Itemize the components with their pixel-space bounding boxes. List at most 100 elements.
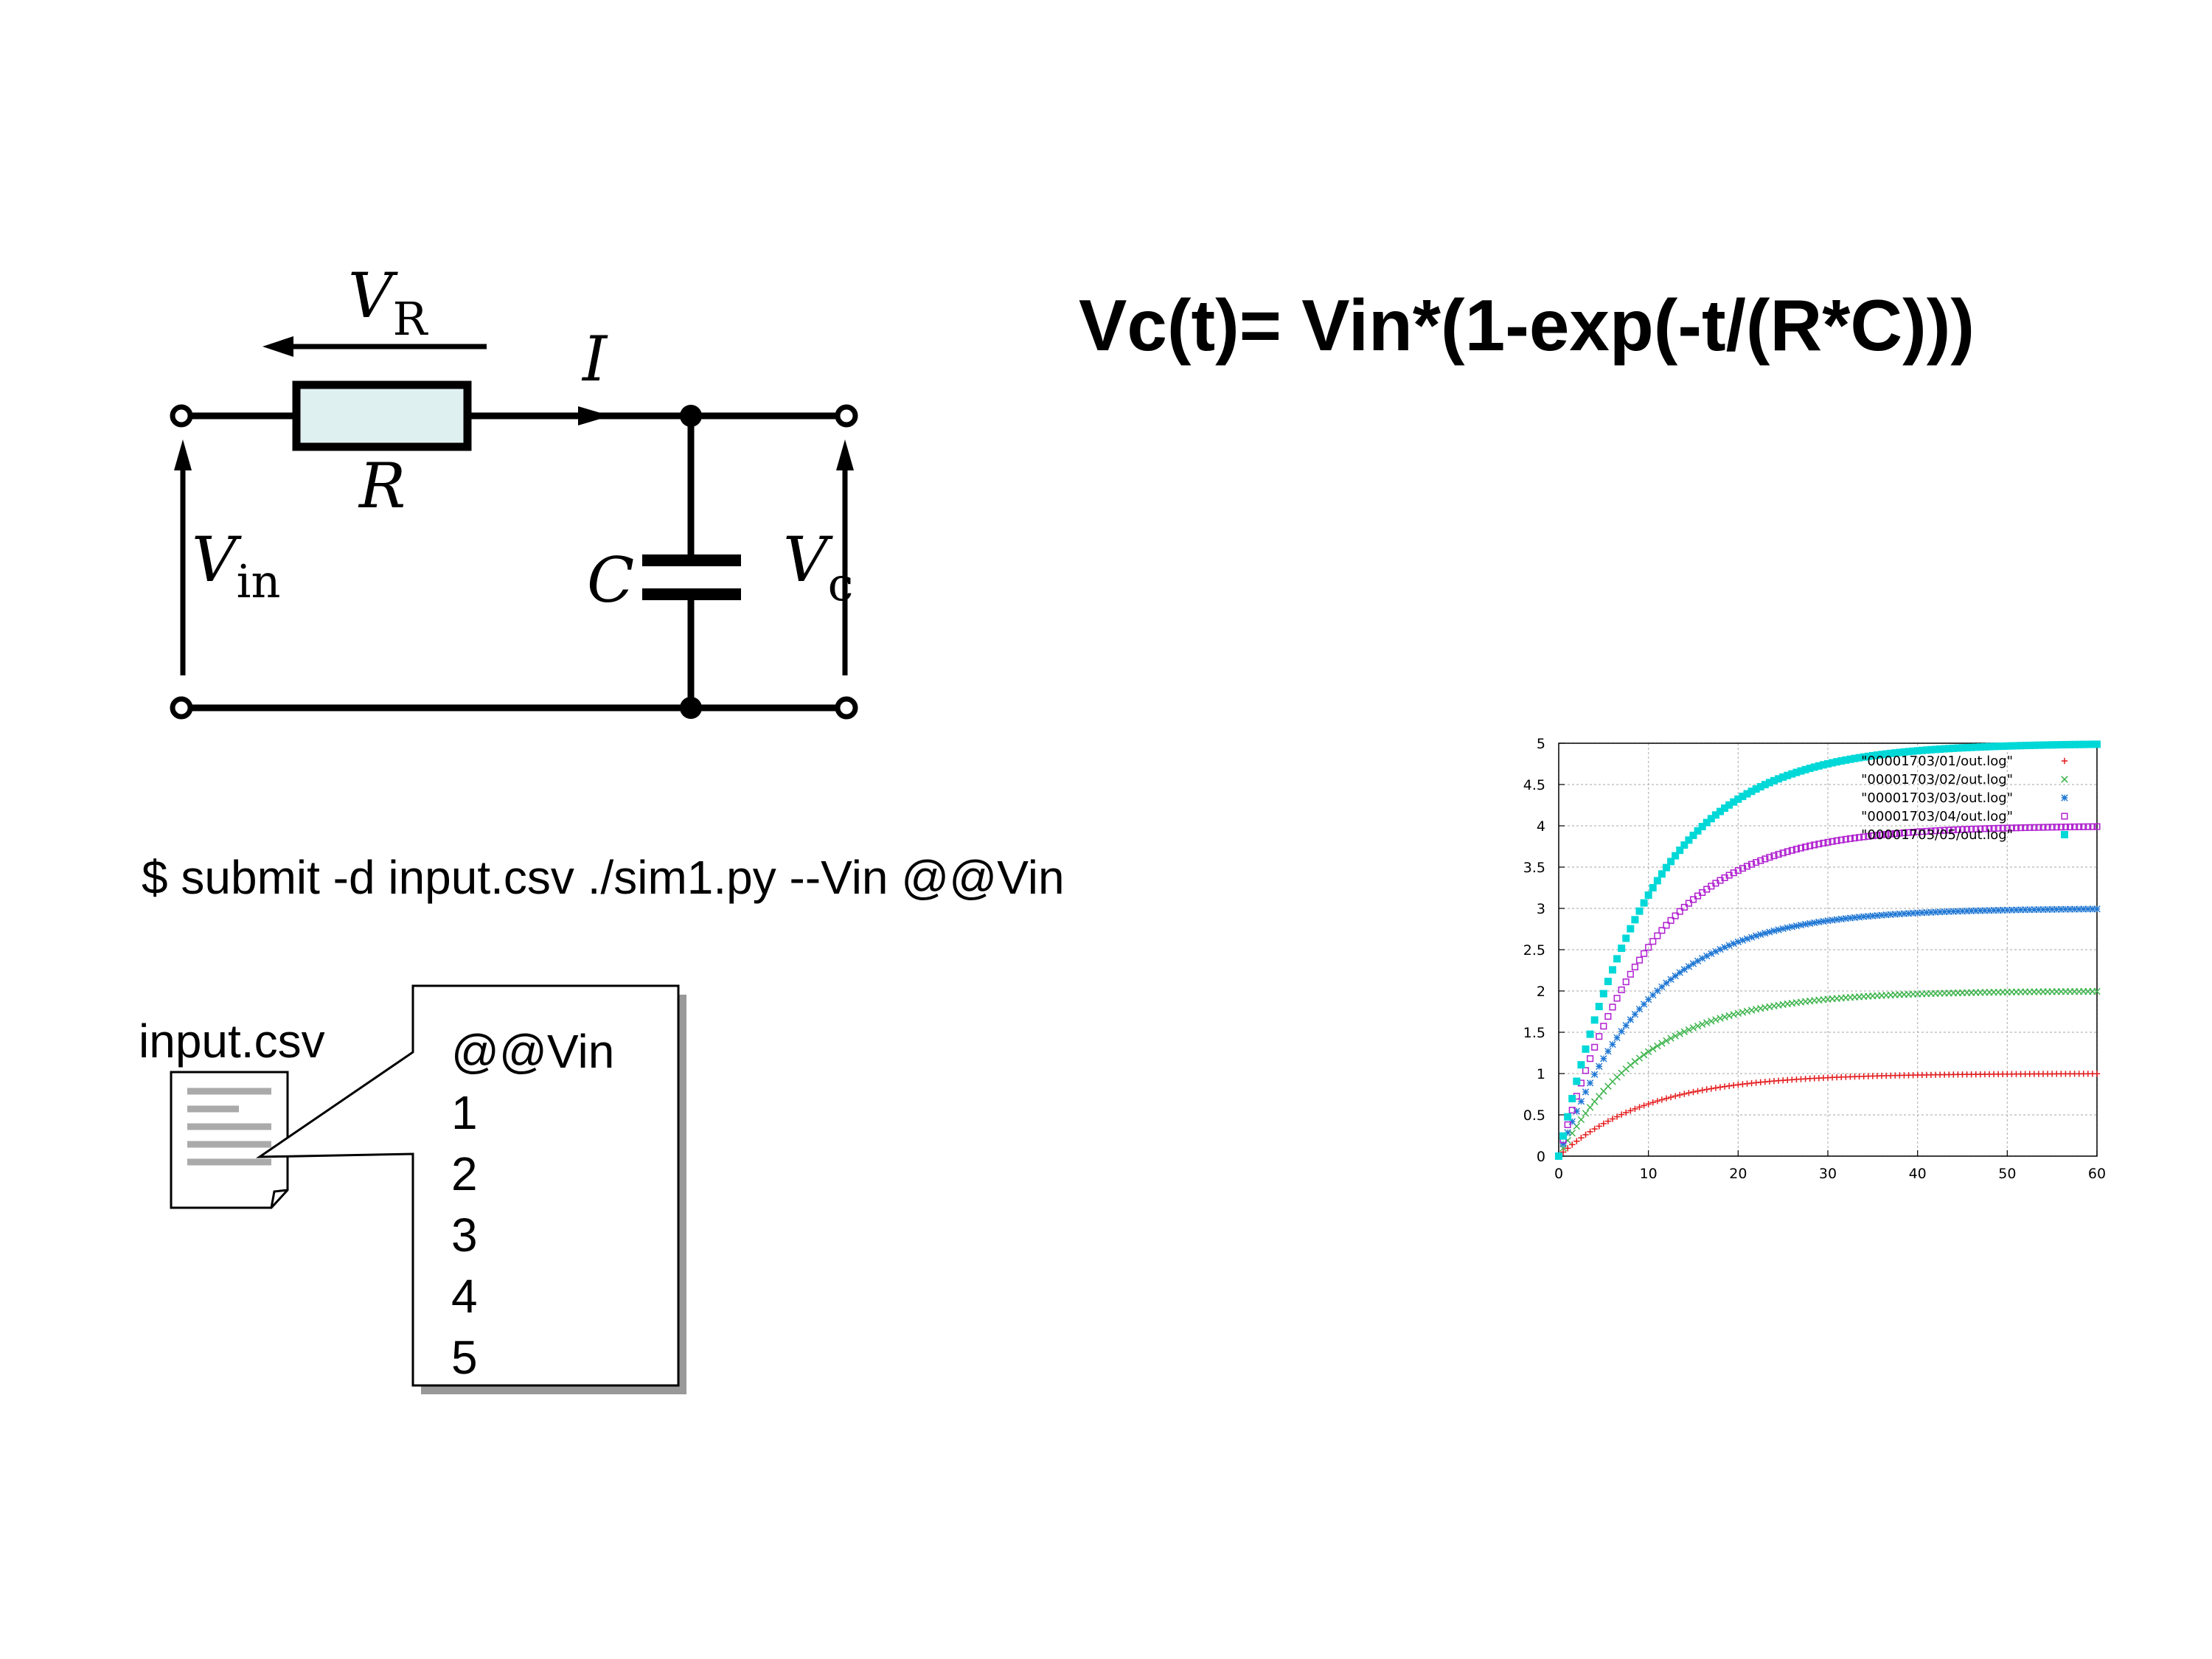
- data-point: [1860, 833, 1868, 841]
- data-point: [2070, 905, 2079, 913]
- data-point: [1964, 826, 1971, 833]
- data-point: [2093, 740, 2101, 748]
- data-point: [1559, 1132, 1568, 1140]
- data-point: [1851, 834, 1859, 842]
- data-point: [1972, 907, 1980, 914]
- data-point: [1932, 827, 1939, 835]
- data-point: [1792, 768, 1801, 776]
- data-point: [1680, 903, 1688, 911]
- csv-row: 2: [451, 1147, 478, 1200]
- data-point: [2008, 824, 2015, 832]
- data-point: [1654, 987, 1661, 995]
- data-point: [1564, 1121, 1571, 1128]
- legend-marker: [2061, 831, 2068, 838]
- data-point: [1631, 916, 1639, 924]
- data-point: [1752, 785, 1760, 793]
- data-point: [2093, 1071, 2101, 1077]
- data-point: [2031, 905, 2038, 914]
- data-point: [1770, 852, 1778, 860]
- data-point: [1582, 1110, 1590, 1117]
- data-point: [1698, 1020, 1706, 1028]
- x-tick-label: 20: [1729, 1166, 1747, 1182]
- data-point: [1703, 818, 1711, 827]
- data-point: [1725, 942, 1733, 949]
- data-point: [1564, 1145, 1571, 1152]
- data-point: [1631, 1058, 1639, 1065]
- data-point: [1644, 1048, 1652, 1056]
- data-point: [1913, 747, 1921, 755]
- capacitor-label: C: [587, 544, 634, 616]
- data-point: [1945, 908, 1952, 916]
- data-point: [1739, 936, 1747, 944]
- data-point: [1604, 978, 1612, 986]
- data-point: [1721, 1013, 1728, 1020]
- data-point: [2053, 741, 2061, 749]
- data-point: [1649, 991, 1657, 999]
- data-point: [1833, 916, 1840, 923]
- data-point: [1564, 1113, 1572, 1121]
- data-point: [1689, 960, 1697, 967]
- data-point: [1731, 1082, 1737, 1089]
- data-point: [1649, 938, 1657, 945]
- data-point: [1819, 761, 1827, 769]
- data-point: [1775, 926, 1782, 933]
- y-tick-label: 4: [1537, 818, 1545, 835]
- x-tick-label: 50: [1998, 1166, 2016, 1182]
- current-label: I: [581, 323, 608, 395]
- data-point: [1792, 922, 1801, 930]
- data-point: [1967, 907, 1975, 915]
- data-point: [2021, 906, 2029, 914]
- y-tick-label: 4.5: [1523, 777, 1545, 793]
- data-point: [1810, 763, 1818, 771]
- data-point: [2030, 741, 2038, 749]
- data-point: [1635, 907, 1644, 915]
- csv-header: @@Vin: [451, 1025, 615, 1078]
- data-point: [1842, 756, 1850, 764]
- vin-label: Vin: [192, 524, 280, 608]
- data-point: [1627, 1061, 1635, 1069]
- data-point: [1797, 921, 1805, 929]
- data-point: [1577, 1097, 1585, 1105]
- data-point: [1779, 773, 1787, 781]
- data-point: [1837, 836, 1845, 844]
- data-point: [1851, 754, 1859, 762]
- data-point: [1667, 1034, 1674, 1042]
- data-point: [1681, 1091, 1688, 1097]
- data-point: [1747, 1006, 1756, 1014]
- data-point: [1627, 1016, 1635, 1023]
- data-point: [1672, 852, 1680, 860]
- data-point: [1635, 1005, 1644, 1013]
- data-point: [1689, 896, 1697, 903]
- data-point: [1672, 1032, 1679, 1040]
- data-point: [1685, 1026, 1693, 1034]
- data-point: [1640, 1001, 1648, 1008]
- data-point: [1792, 846, 1800, 853]
- data-point: [1649, 1045, 1657, 1053]
- data-point: [1977, 825, 1984, 832]
- data-point: [1958, 744, 1966, 752]
- data-point: [1999, 742, 2007, 750]
- data-point: [2080, 823, 2087, 830]
- series-4: [1555, 823, 2101, 1160]
- data-point: [2093, 987, 2101, 995]
- data-point: [1708, 950, 1715, 958]
- data-point: [1689, 1024, 1697, 1032]
- data-point: [1757, 857, 1764, 864]
- data-point: [1577, 1116, 1585, 1124]
- series-2: [1555, 987, 2101, 1160]
- data-point: [1761, 855, 1769, 863]
- data-point: [1721, 944, 1728, 951]
- data-point: [1986, 742, 1993, 751]
- data-point: [1765, 779, 1773, 787]
- data-point: [1972, 743, 1980, 751]
- data-point: [1708, 1085, 1715, 1092]
- data-point: [1806, 919, 1814, 928]
- data-point: [1568, 1094, 1576, 1102]
- data-point: [1596, 1062, 1603, 1070]
- data-point: [2076, 823, 2083, 830]
- data-point: [1582, 1088, 1590, 1096]
- data-point: [1711, 811, 1719, 819]
- data-point: [1918, 746, 1926, 754]
- data-point: [1694, 957, 1702, 965]
- data-point: [2039, 905, 2047, 914]
